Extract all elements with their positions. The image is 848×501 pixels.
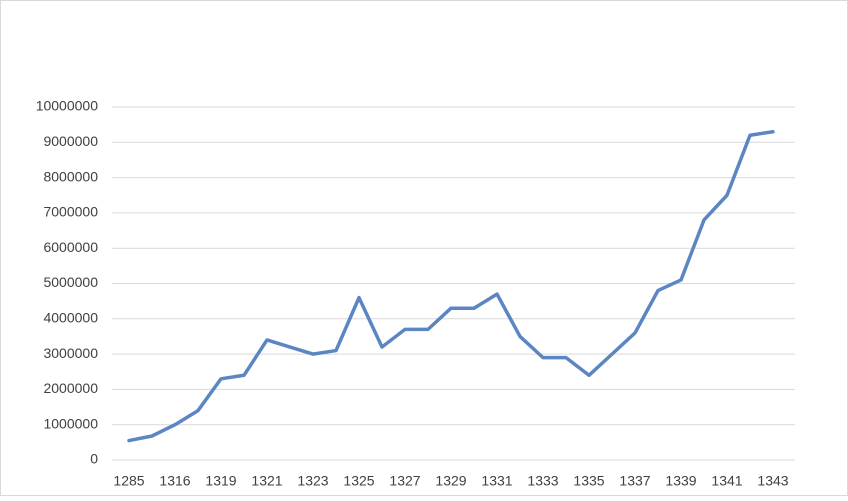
y-tick-label: 7000000	[43, 204, 98, 220]
x-tick-label: 1316	[159, 473, 190, 489]
y-tick-label: 3000000	[43, 345, 98, 361]
x-tick-label: 1331	[481, 473, 512, 489]
x-tick-label: 1335	[573, 473, 604, 489]
x-tick-label: 1325	[343, 473, 374, 489]
x-tick-label: 1339	[665, 473, 696, 489]
x-tick-label: 1323	[297, 473, 328, 489]
y-tick-label: 8000000	[43, 168, 98, 184]
chart: 0 1000000 2000000 3000000 4000000 5000000 6000…	[0, 0, 848, 496]
x-tick-label: 1341	[711, 473, 742, 489]
x-tick-label: 1343	[757, 473, 788, 489]
y-tick-label: 6000000	[43, 239, 98, 255]
y-tick-label: 10000000	[36, 98, 99, 114]
y-tick-label: 9000000	[43, 133, 98, 149]
x-tick-label: 1333	[527, 473, 558, 489]
x-tick-label: 1329	[435, 473, 466, 489]
y-tick-label: 1000000	[43, 415, 98, 431]
x-tick-label: 1327	[389, 473, 420, 489]
x-tick-label: 1319	[205, 473, 236, 489]
x-tick-label: 1285	[113, 473, 144, 489]
y-tick-label: 4000000	[43, 310, 98, 326]
y-tick-label: 0	[90, 451, 98, 467]
x-tick-label: 1337	[619, 473, 650, 489]
y-tick-label: 5000000	[43, 274, 98, 290]
y-tick-label: 2000000	[43, 380, 98, 396]
x-tick-label: 1321	[251, 473, 282, 489]
